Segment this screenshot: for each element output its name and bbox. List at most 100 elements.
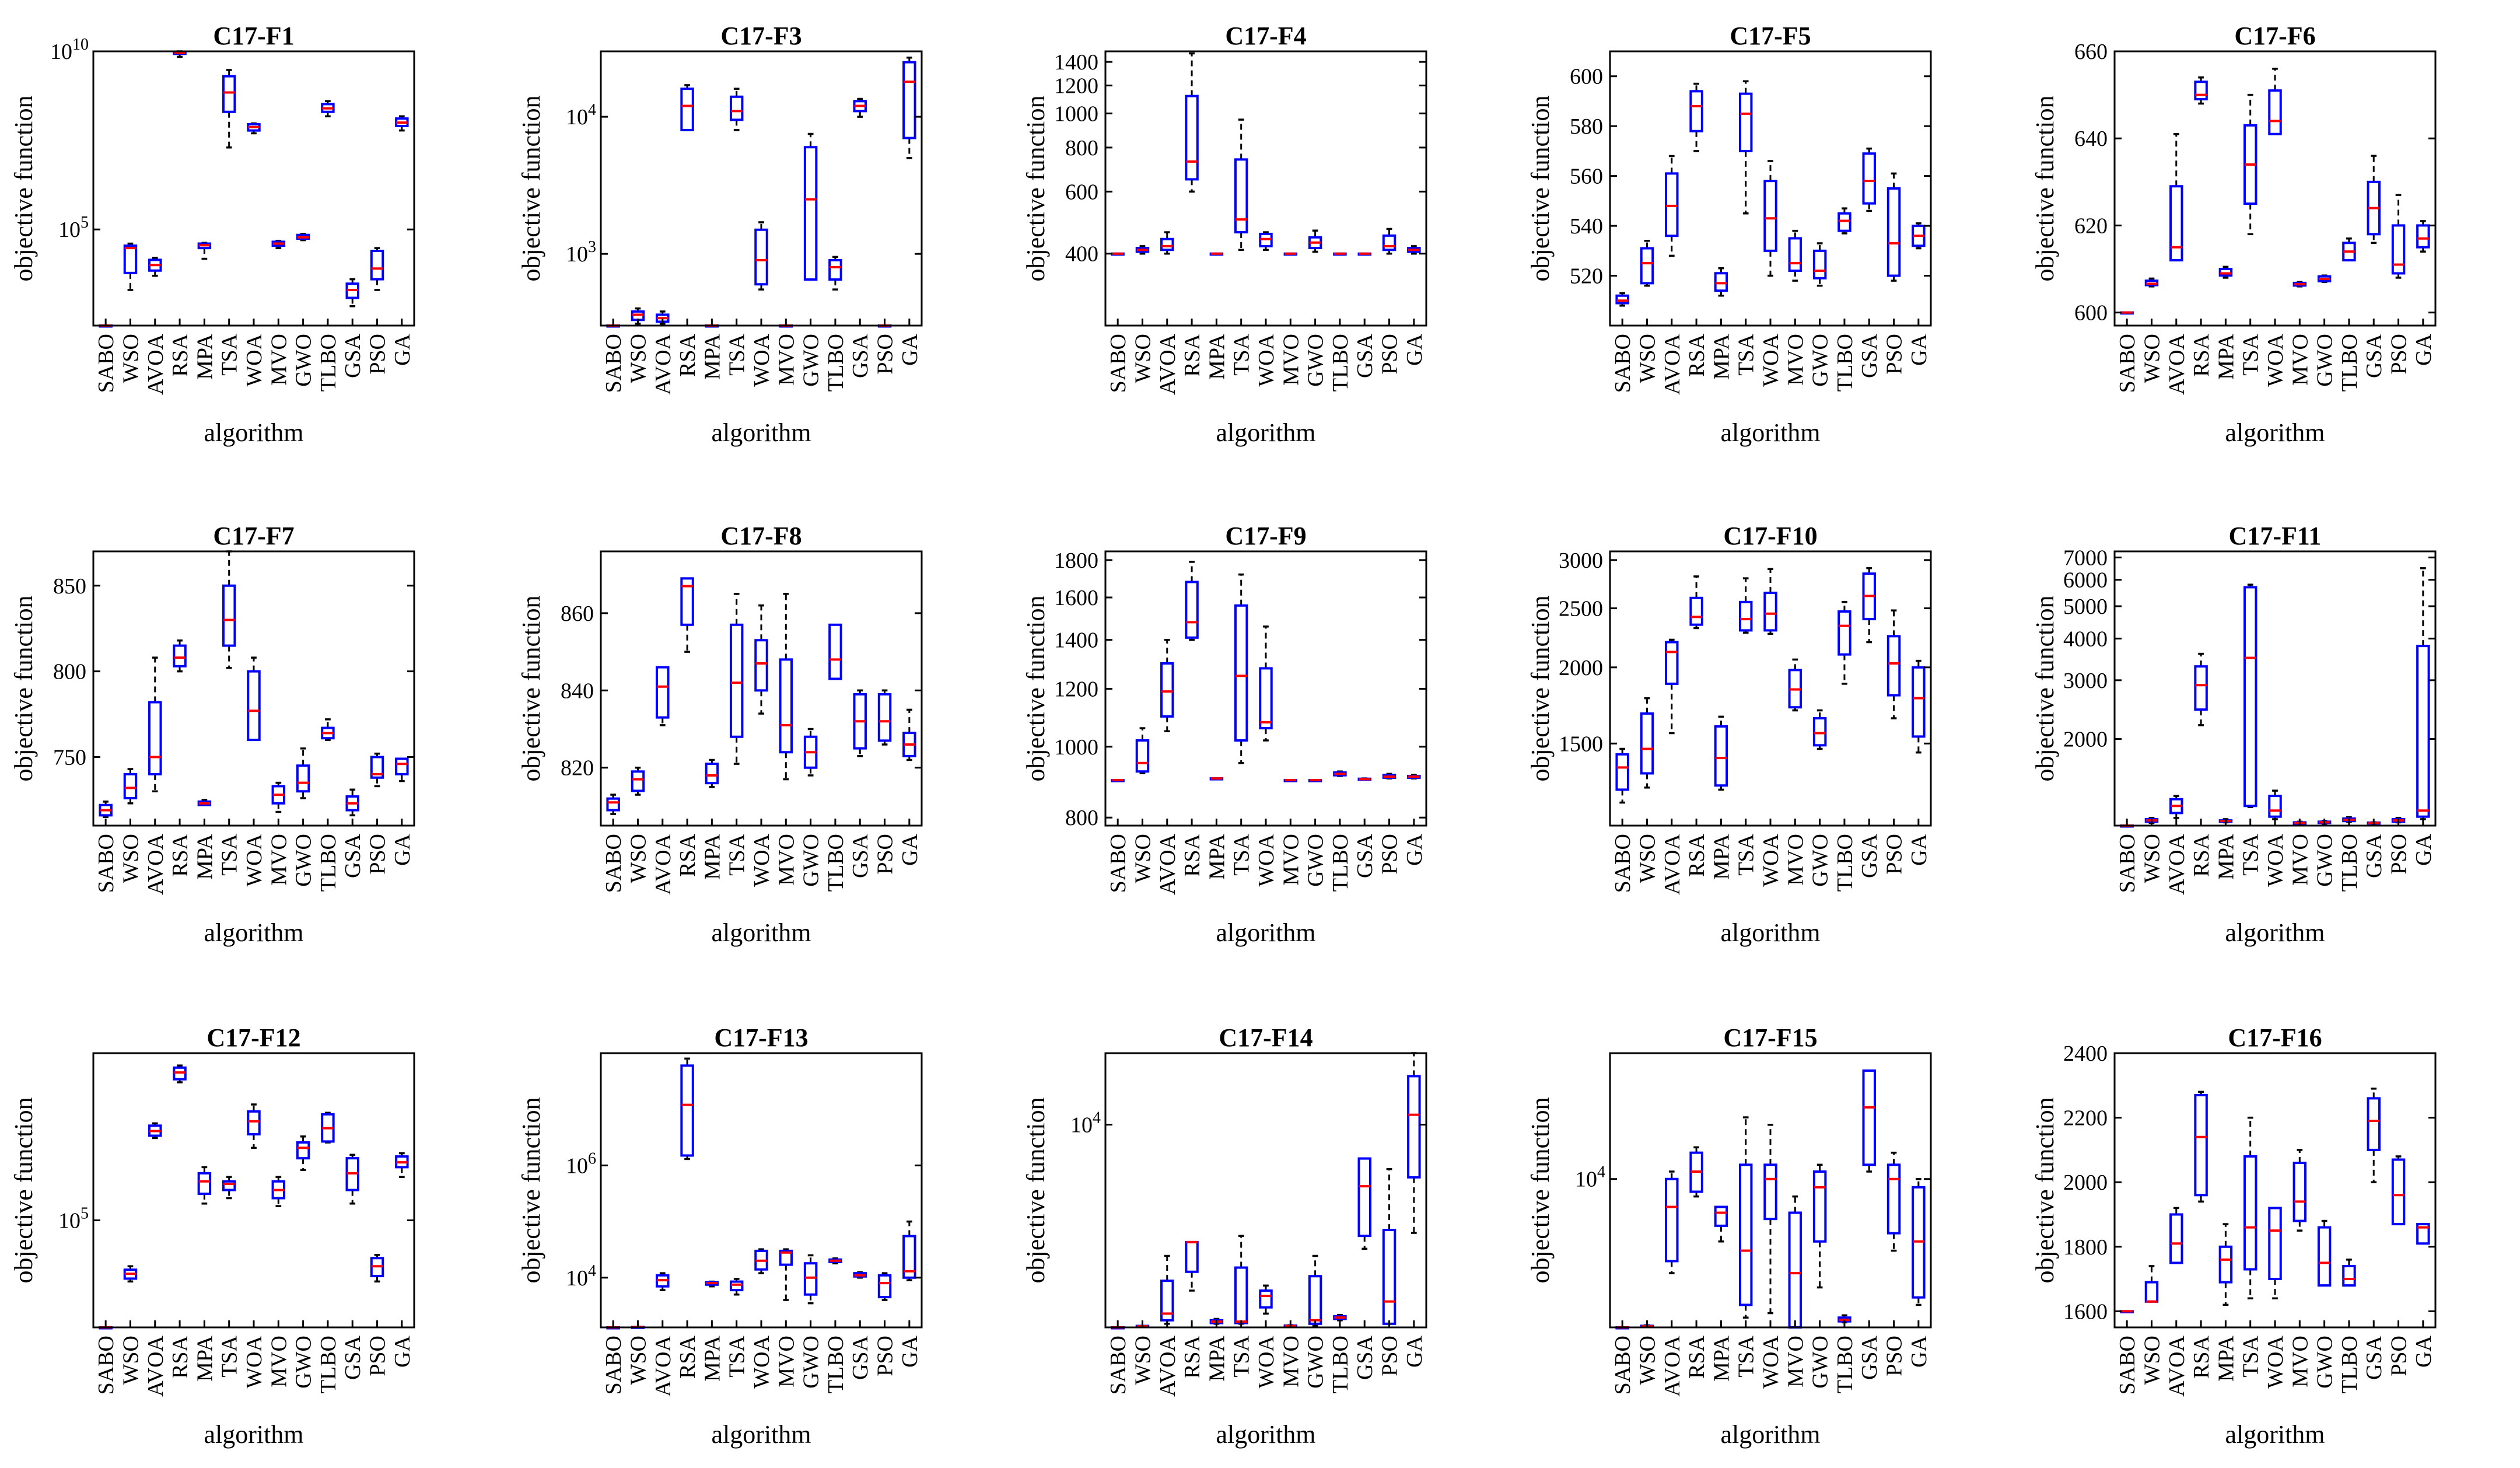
iqr-box: [173, 644, 187, 667]
box-tsa: [222, 69, 236, 149]
x-tick-label: MVO: [1279, 334, 1303, 386]
iqr-box: [2243, 586, 2258, 808]
x-tick-label: PSO: [366, 1336, 390, 1376]
iqr-box: [680, 88, 694, 131]
chart-title: C17-F10: [1723, 522, 1817, 550]
box-mvo: [2292, 281, 2307, 288]
iqr-box: [1763, 592, 1777, 632]
x-tick-label: RSA: [168, 833, 192, 876]
iqr-box: [1738, 600, 1753, 632]
iqr-box: [1259, 1289, 1273, 1309]
x-axis-label: algorithm: [2225, 418, 2325, 447]
x-tick-label: PSO: [1882, 1336, 1907, 1376]
x-tick-label: GSA: [1353, 333, 1377, 378]
x-tick-label: PSO: [366, 334, 390, 375]
x-tick-label: WOA: [1759, 833, 1783, 886]
box-pso: [1382, 1168, 1396, 1325]
x-tick-label: WOA: [242, 1335, 267, 1388]
y-axis-label: objective function: [1526, 1097, 1555, 1284]
box-tsa: [2243, 93, 2258, 236]
iqr-box: [123, 244, 138, 274]
axes-frame: [2113, 550, 2437, 827]
box-gwo: [296, 1135, 310, 1172]
y-axis-label: objective function: [9, 596, 38, 782]
box-wso: [123, 1265, 138, 1283]
box-pso: [370, 752, 384, 788]
box-tsa: [2243, 1116, 2258, 1299]
x-tick-label: MVO: [267, 834, 291, 886]
y-tick-label: 103: [566, 238, 596, 267]
x-tick-label: GA: [1402, 833, 1427, 865]
box-avoa: [2169, 795, 2183, 819]
x-axis-label: algorithm: [1720, 418, 1820, 447]
box-ga: [1407, 1052, 1421, 1234]
y-tick-label: 7000: [2063, 546, 2108, 570]
x-tick-label: GSA: [2362, 1335, 2386, 1380]
x-tick-label: AVOA: [2165, 1335, 2189, 1396]
chart-title: C17-F15: [1723, 1023, 1817, 1052]
x-tick-label: TLBO: [2337, 834, 2362, 892]
iqr-box: [1234, 1266, 1248, 1324]
chart-title: C17-F7: [213, 522, 294, 550]
iqr-box: [2169, 1213, 2183, 1264]
box-pso: [370, 247, 384, 291]
x-tick-label: GA: [898, 833, 922, 865]
y-tick-label: 640: [2074, 127, 2108, 151]
x-tick-label: PSO: [2387, 1336, 2412, 1376]
x-tick-label: PSO: [366, 834, 390, 875]
x-tick-label: RSA: [2189, 833, 2214, 876]
x-tick-label: MVO: [267, 334, 291, 386]
x-tick-label: TSA: [1230, 333, 1254, 375]
x-axis-label: algorithm: [1720, 1420, 1820, 1449]
x-tick-label: TLBO: [824, 834, 848, 892]
y-tick-label: 104: [1575, 1163, 1605, 1192]
x-tick-label: TSA: [2239, 1335, 2263, 1377]
x-tick-label: AVOA: [1660, 833, 1685, 894]
x-tick-label: GA: [2412, 1335, 2436, 1367]
x-tick-label: SABO: [601, 834, 626, 893]
x-tick-label: TSA: [1230, 1335, 1254, 1377]
box-ga: [1407, 245, 1421, 255]
x-tick-label: MPA: [2214, 1335, 2238, 1381]
box-pso: [877, 1272, 892, 1301]
x-tick-label: MPA: [700, 833, 724, 879]
iqr-box: [1160, 662, 1174, 718]
x-tick-label: GSA: [1857, 333, 1882, 378]
box-mvo: [1788, 658, 1803, 712]
box-tsa: [222, 550, 236, 669]
x-tick-label: WSO: [1130, 834, 1155, 883]
x-tick-label: GSA: [1353, 1335, 1377, 1380]
box-tsa: [222, 1176, 236, 1200]
x-tick-label: WOA: [1254, 833, 1279, 886]
x-tick-label: PSO: [2387, 334, 2412, 375]
box-ga: [2416, 220, 2430, 253]
box-pso: [370, 1253, 384, 1283]
iqr-box: [828, 258, 842, 281]
chart-c17-f6: 600 620 640 660 SABO WSO AVOA RSA MPA TSA WOA MVO GW…: [2031, 22, 2437, 447]
box-gwo: [2317, 274, 2332, 284]
box-tlbo: [321, 718, 335, 741]
x-tick-label: AVOA: [2165, 833, 2189, 894]
y-tick-label: 540: [1570, 214, 1603, 239]
x-axis-label: algorithm: [711, 1420, 811, 1449]
iqr-box: [1185, 581, 1199, 639]
x-tick-label: AVOA: [2165, 333, 2189, 394]
x-tick-label: GA: [2412, 333, 2436, 365]
x-tick-label: AVOA: [144, 833, 168, 894]
box-pso: [2391, 1155, 2406, 1226]
axes-frame: [1104, 550, 1427, 827]
x-tick-label: TSA: [1734, 833, 1759, 875]
x-tick-label: GA: [390, 1335, 415, 1367]
x-tick-label: MPA: [2214, 833, 2238, 879]
x-tick-label: TLBO: [1328, 1336, 1353, 1393]
iqr-box: [1665, 172, 1679, 237]
iqr-box: [803, 146, 818, 281]
iqr-box: [1640, 712, 1654, 775]
box-gwo: [296, 747, 310, 799]
iqr-box: [2268, 795, 2282, 818]
chart-c17-f9: 800 1000 1200 1400 1600 1800 SABO WSO AVOA RSA MPA…: [1021, 522, 1427, 947]
x-tick-label: TSA: [218, 333, 242, 375]
box-woa: [1259, 231, 1273, 251]
